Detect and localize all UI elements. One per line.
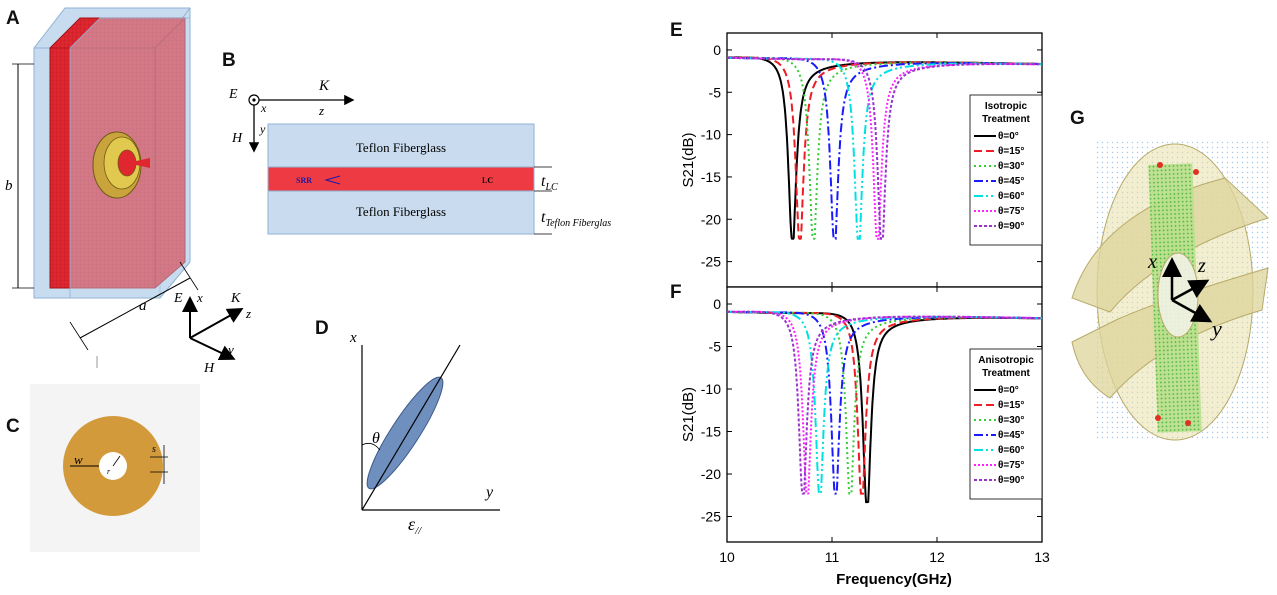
svg-text:K: K: [230, 291, 241, 306]
top-substrate-layer: [267, 123, 535, 168]
svg-text:LC: LC: [482, 176, 493, 185]
svg-text:z: z: [245, 306, 251, 321]
legend-entry: θ=90°: [998, 475, 1024, 486]
y-tick-label: -20: [701, 466, 721, 482]
svg-text:x: x: [260, 101, 267, 115]
svg-text:SRR: SRR: [296, 176, 312, 185]
panel-label-e: E: [670, 20, 683, 41]
series-line: [727, 56, 1042, 240]
y-tick-label: -20: [701, 211, 721, 227]
dimension-a-line: [79, 277, 191, 339]
legend-entry: θ=90°: [998, 221, 1024, 232]
svg-text:Teflon Fiberglass: Teflon Fiberglass: [356, 204, 446, 219]
svg-text:r: r: [107, 467, 111, 476]
svg-text:z: z: [318, 103, 324, 118]
svg-text:y: y: [1210, 316, 1222, 341]
svg-text:tTeflon Fiberglas: tTeflon Fiberglas: [541, 209, 611, 229]
y-tick-label: 0: [713, 296, 721, 312]
svg-text:z: z: [1197, 255, 1206, 277]
chart-f: 0 -5 -10 -15 -20 -25 10 11 12 13 S21(dB) Anisotropi…: [680, 286, 1050, 565]
legend-title: Treatment: [982, 114, 1030, 125]
svg-text:E: E: [173, 291, 183, 306]
director-line: [361, 344, 461, 511]
bottom-substrate-layer: [267, 190, 535, 235]
svg-text:y: y: [226, 342, 234, 357]
svg-text:s: s: [152, 444, 156, 455]
y-tick-label: -5: [709, 84, 722, 100]
legend-entry: θ=0°: [998, 385, 1019, 396]
legend-entry: θ=60°: [998, 445, 1024, 456]
legend-entry: θ=0°: [998, 131, 1019, 142]
chart-e: 0 -5 -10 -15 -20 -25 S21(dB) Isotropic Treatment…: [680, 32, 1043, 288]
panel-g: G x z y: [1070, 108, 1270, 441]
legend-entry: θ=30°: [998, 161, 1024, 172]
y-axis-title: S21(dB): [680, 132, 697, 187]
svg-text:K: K: [318, 78, 330, 94]
y-tick-label: 0: [713, 42, 721, 58]
series-line: [727, 310, 1042, 495]
lc-layer-b: [267, 166, 535, 192]
y-tick-label: -10: [701, 127, 721, 143]
svg-text:E: E: [228, 87, 238, 102]
legend-box: [969, 348, 1043, 500]
dimension-a-label: a: [139, 298, 147, 314]
y-tick-label: -15: [701, 169, 721, 185]
y-tick-label: -10: [701, 381, 721, 397]
series-line: [727, 310, 1042, 495]
svg-text:θ: θ: [372, 430, 380, 447]
panel-label-f: F: [670, 282, 682, 303]
panel-label-b: B: [222, 50, 236, 71]
legend-entry: θ=15°: [998, 400, 1024, 411]
legend-entry: θ=45°: [998, 176, 1024, 187]
svg-text:H: H: [231, 131, 243, 146]
legend-title: Treatment: [982, 368, 1030, 379]
legend-entry: θ=60°: [998, 191, 1024, 202]
panel-c: C w r s: [6, 384, 200, 552]
panel-b: B E x K z H y Teflon Fiberglass Teflon F…: [222, 50, 611, 235]
svg-text:tLC: tLC: [541, 173, 558, 193]
panel-label-g: G: [1070, 108, 1085, 129]
svg-text:ε//: ε//: [408, 514, 422, 537]
legend-entry: θ=45°: [998, 430, 1024, 441]
series-line: [727, 310, 1042, 495]
axes-triad-a: E x K z H y: [173, 290, 251, 376]
panel-e: E 0 -5 -10 -15 -20 -25 S21(dB) Isotropic Treatme…: [670, 20, 1043, 288]
legend-entry: θ=30°: [998, 415, 1024, 426]
x-tick-label: 12: [929, 549, 945, 565]
panel-f: F 0 -5 -10 -15 -20 -25 10 11 12 13 S21(dB) Anisotro…: [670, 282, 1050, 565]
panel-label-a: A: [6, 8, 20, 29]
x-tick-label: 11: [825, 549, 840, 565]
legend-entry: θ=75°: [998, 460, 1024, 471]
svg-text:x: x: [196, 290, 203, 305]
x-tick-label: 10: [719, 549, 735, 565]
legend-entry: θ=15°: [998, 146, 1024, 157]
panel-label-c: C: [6, 416, 20, 437]
y-tick-label: -5: [709, 339, 722, 355]
x-tick-label: 13: [1034, 549, 1050, 565]
svg-text:y: y: [259, 122, 266, 136]
svg-text:x: x: [349, 330, 357, 346]
svg-text:x: x: [1147, 251, 1157, 273]
legend-box: [969, 94, 1043, 246]
panel-d: D x y θ ε//: [315, 318, 500, 537]
dimension-b-label: b: [5, 178, 13, 194]
panel-label-d: D: [315, 318, 329, 339]
panel-a: A b a E x K z: [5, 7, 251, 376]
y-tick-label: -25: [701, 509, 721, 525]
svg-text:Teflon Fiberglass: Teflon Fiberglass: [356, 140, 446, 155]
y-tick-label: -25: [701, 254, 721, 270]
y-tick-label: -15: [701, 424, 721, 440]
y-axis-title: S21(dB): [680, 387, 697, 442]
legend-title: Anisotropic: [978, 355, 1034, 366]
svg-text:H: H: [203, 361, 215, 376]
x-axis-title: Frequency(GHz): [836, 571, 952, 588]
legend-title: Isotropic: [985, 101, 1028, 112]
svg-text:w: w: [74, 452, 83, 467]
legend-entry: θ=75°: [998, 206, 1024, 217]
svg-text:y: y: [484, 484, 494, 501]
